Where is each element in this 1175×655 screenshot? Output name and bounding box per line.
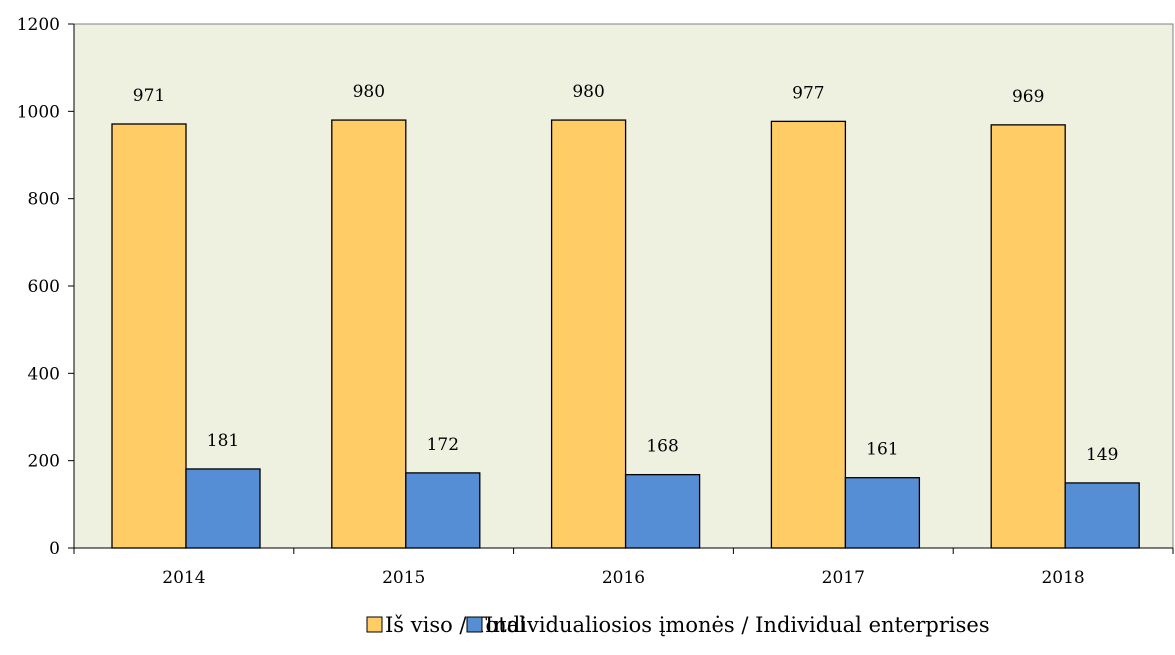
data-label: 172: [427, 435, 459, 455]
legend-swatch-individual-enterprises: [466, 616, 483, 633]
x-tick-label: 2017: [822, 568, 865, 588]
data-label: 168: [646, 437, 678, 457]
y-tick-label: 600: [28, 277, 60, 297]
data-label: 977: [792, 83, 824, 103]
data-label: 980: [353, 82, 385, 102]
bar-individual-enterprises: [405, 472, 481, 549]
bar-individual-enterprises: [624, 473, 701, 549]
bar-individual-enterprises: [844, 477, 921, 549]
bar-total: [990, 124, 1066, 549]
bar-total: [550, 119, 627, 549]
y-tick-label: 400: [28, 364, 60, 384]
data-label: 181: [207, 431, 239, 451]
x-tick-label: 2014: [162, 568, 205, 588]
y-tick-label: 1200: [17, 15, 60, 35]
data-label: 149: [1086, 445, 1118, 465]
bar-total: [331, 119, 407, 549]
legend-swatch-total: [366, 616, 383, 633]
legend-label-total: Iš viso / Total: [385, 613, 526, 637]
data-label: 980: [572, 82, 604, 102]
bar-total: [770, 120, 847, 549]
data-label: 971: [133, 86, 165, 106]
y-tick-label: 0: [49, 539, 60, 559]
y-tick-label: 800: [28, 190, 60, 210]
x-tick-label: 2016: [602, 568, 645, 588]
y-tick-label: 200: [28, 452, 60, 472]
bar-total: [111, 123, 187, 549]
data-label: 161: [866, 440, 898, 460]
bar-individual-enterprises: [1064, 482, 1140, 549]
y-tick-label: 1000: [17, 102, 60, 122]
x-tick-label: 2015: [382, 568, 425, 588]
data-label: 969: [1012, 87, 1044, 107]
legend-label-individual-enterprises: Individualiosios įmonės / Individual ent…: [485, 613, 990, 637]
x-tick-label: 2018: [1041, 568, 1084, 588]
bar-individual-enterprises: [185, 468, 261, 549]
